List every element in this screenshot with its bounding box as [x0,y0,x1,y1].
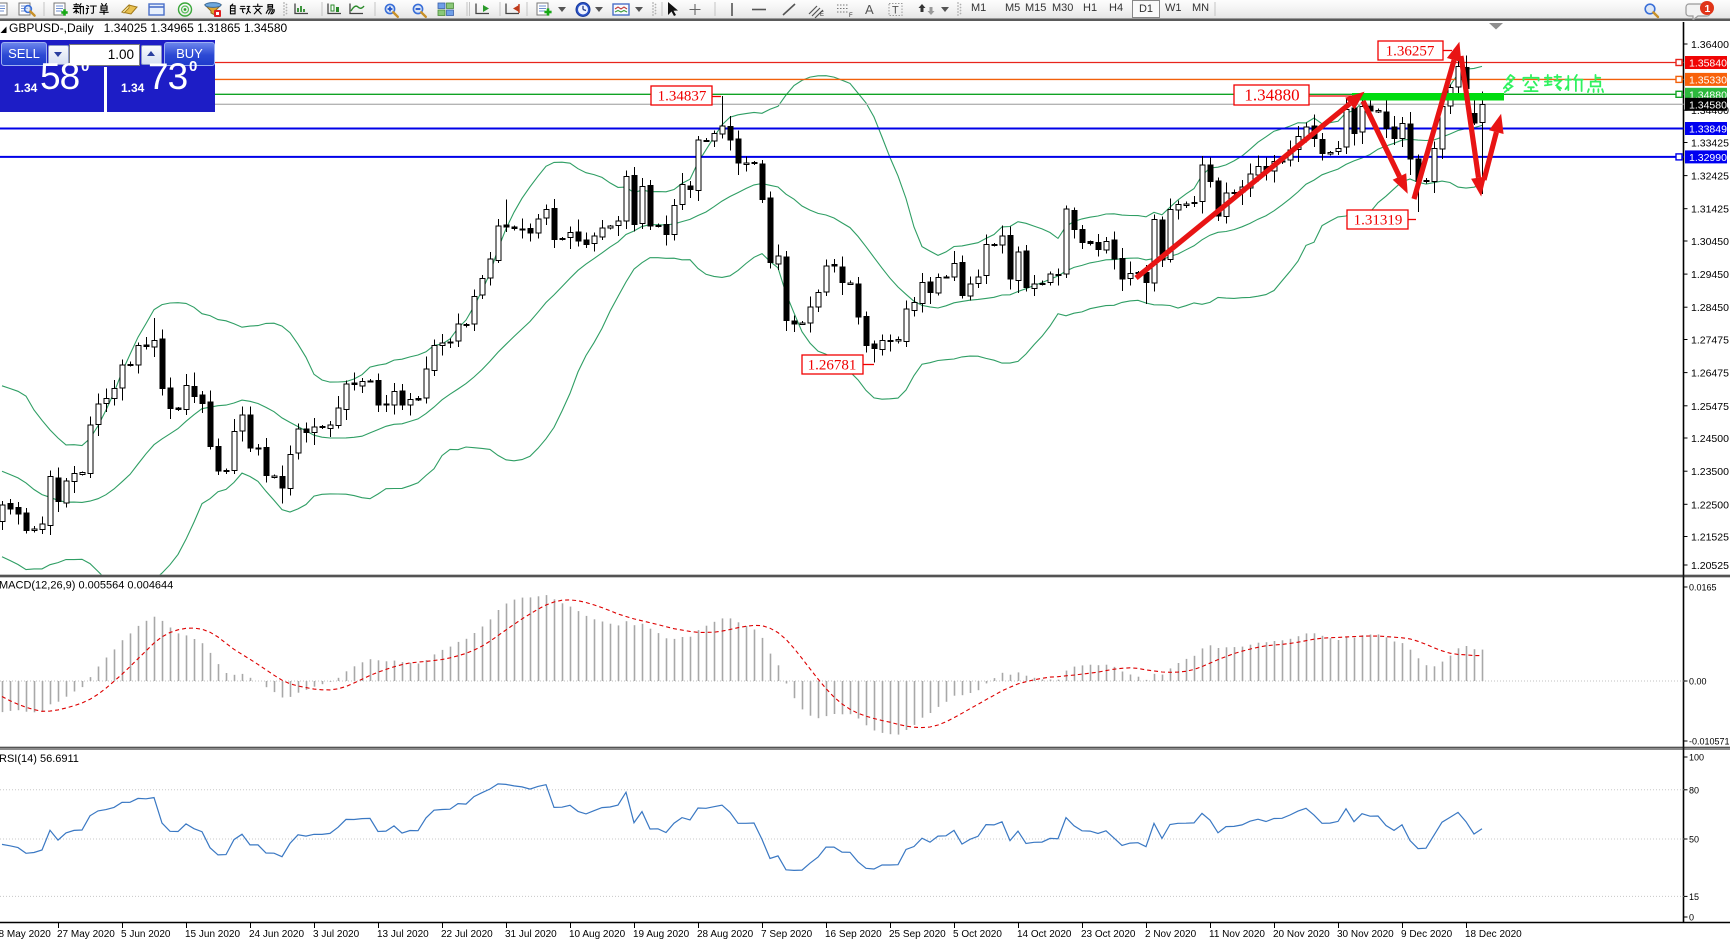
svg-text:1.34580: 1.34580 [1689,99,1727,111]
svg-text:1.35840: 1.35840 [1689,58,1727,70]
svg-text:1.22500: 1.22500 [1691,499,1729,511]
svg-text:5 Jun 2020: 5 Jun 2020 [121,929,171,940]
svg-text:50: 50 [1689,835,1699,845]
svg-text:100: 100 [1689,753,1704,763]
svg-text:1.35330: 1.35330 [1689,74,1727,86]
svg-text:1.23500: 1.23500 [1691,466,1729,478]
svg-text:1.26781: 1.26781 [808,358,857,374]
svg-text:1.26475: 1.26475 [1691,368,1729,380]
svg-text:18 Dec 2020: 18 Dec 2020 [1465,929,1522,940]
svg-text:11 Nov 2020: 11 Nov 2020 [1209,929,1265,940]
svg-text:1.36400: 1.36400 [1691,39,1729,51]
svg-text:7 Sep 2020: 7 Sep 2020 [761,929,813,940]
svg-text:14 Oct 2020: 14 Oct 2020 [1017,929,1072,940]
svg-text:E: E [820,12,824,18]
svg-text:1.21525: 1.21525 [1691,532,1729,544]
svg-text:13 Jul 2020: 13 Jul 2020 [377,929,429,940]
svg-text:1.30450: 1.30450 [1691,236,1729,248]
svg-text:1.24500: 1.24500 [1691,433,1729,445]
svg-text:1.31319: 1.31319 [1354,213,1403,229]
svg-text:1.25475: 1.25475 [1691,401,1729,413]
svg-text:F: F [849,13,853,19]
svg-text:1.32990: 1.32990 [1689,152,1727,164]
svg-text:1.31425: 1.31425 [1691,204,1729,216]
svg-text:1.28450: 1.28450 [1691,302,1729,314]
svg-text:-0.010571: -0.010571 [1689,737,1730,747]
svg-text:25 Sep 2020: 25 Sep 2020 [889,929,946,940]
svg-text:23 Oct 2020: 23 Oct 2020 [1081,929,1136,940]
svg-text:28 Aug 2020: 28 Aug 2020 [697,929,754,940]
svg-text:0.0165: 0.0165 [1689,583,1717,593]
svg-text:1.27475: 1.27475 [1691,335,1729,347]
svg-text:MACD(12,26,9) 0.005564 0.00464: MACD(12,26,9) 0.005564 0.004644 [0,580,173,592]
svg-text:15 Jun 2020: 15 Jun 2020 [185,929,240,940]
svg-text:9 Dec 2020: 9 Dec 2020 [1401,929,1453,940]
svg-text:GBPUSD-,Daily 1.34025 1.3496: GBPUSD-,Daily 1.34025 1.34965 1.31865 1.… [9,21,288,35]
svg-text:30 Nov 2020: 30 Nov 2020 [1337,929,1394,940]
svg-text:2 Nov 2020: 2 Nov 2020 [1145,929,1197,940]
svg-text:1.34880: 1.34880 [1244,86,1299,105]
svg-text:1.29450: 1.29450 [1691,269,1729,281]
svg-text:1.34837: 1.34837 [658,89,707,105]
svg-text:1.36257: 1.36257 [1386,44,1435,60]
svg-text:A: A [865,2,874,17]
svg-text:19 Aug 2020: 19 Aug 2020 [633,929,690,940]
svg-text:1: 1 [1705,3,1711,15]
svg-text:T: T [892,5,899,17]
svg-text:31 Jul 2020: 31 Jul 2020 [505,929,557,940]
svg-text:3 Jul 2020: 3 Jul 2020 [313,929,360,940]
svg-text:1.33425: 1.33425 [1691,138,1729,150]
svg-text:10 Aug 2020: 10 Aug 2020 [569,929,626,940]
svg-text:0.00: 0.00 [1689,677,1707,687]
svg-text:20 Nov 2020: 20 Nov 2020 [1273,929,1330,940]
svg-text:RSI(14) 56.6911: RSI(14) 56.6911 [0,753,79,765]
svg-text:16 Sep 2020: 16 Sep 2020 [825,929,882,940]
svg-text:22 Jul 2020: 22 Jul 2020 [441,929,493,940]
svg-text:80: 80 [1689,785,1699,795]
svg-text:1.20525: 1.20525 [1691,560,1729,572]
svg-text:27 May 2020: 27 May 2020 [57,929,115,940]
svg-text:5 Oct 2020: 5 Oct 2020 [953,929,1002,940]
svg-text:24 Jun 2020: 24 Jun 2020 [249,929,304,940]
svg-text:15: 15 [1689,892,1699,902]
svg-text:0: 0 [1689,913,1694,923]
svg-text:18 May 2020: 18 May 2020 [0,929,51,940]
svg-text:1.33849: 1.33849 [1689,124,1727,136]
svg-text:1.32425: 1.32425 [1691,171,1729,183]
